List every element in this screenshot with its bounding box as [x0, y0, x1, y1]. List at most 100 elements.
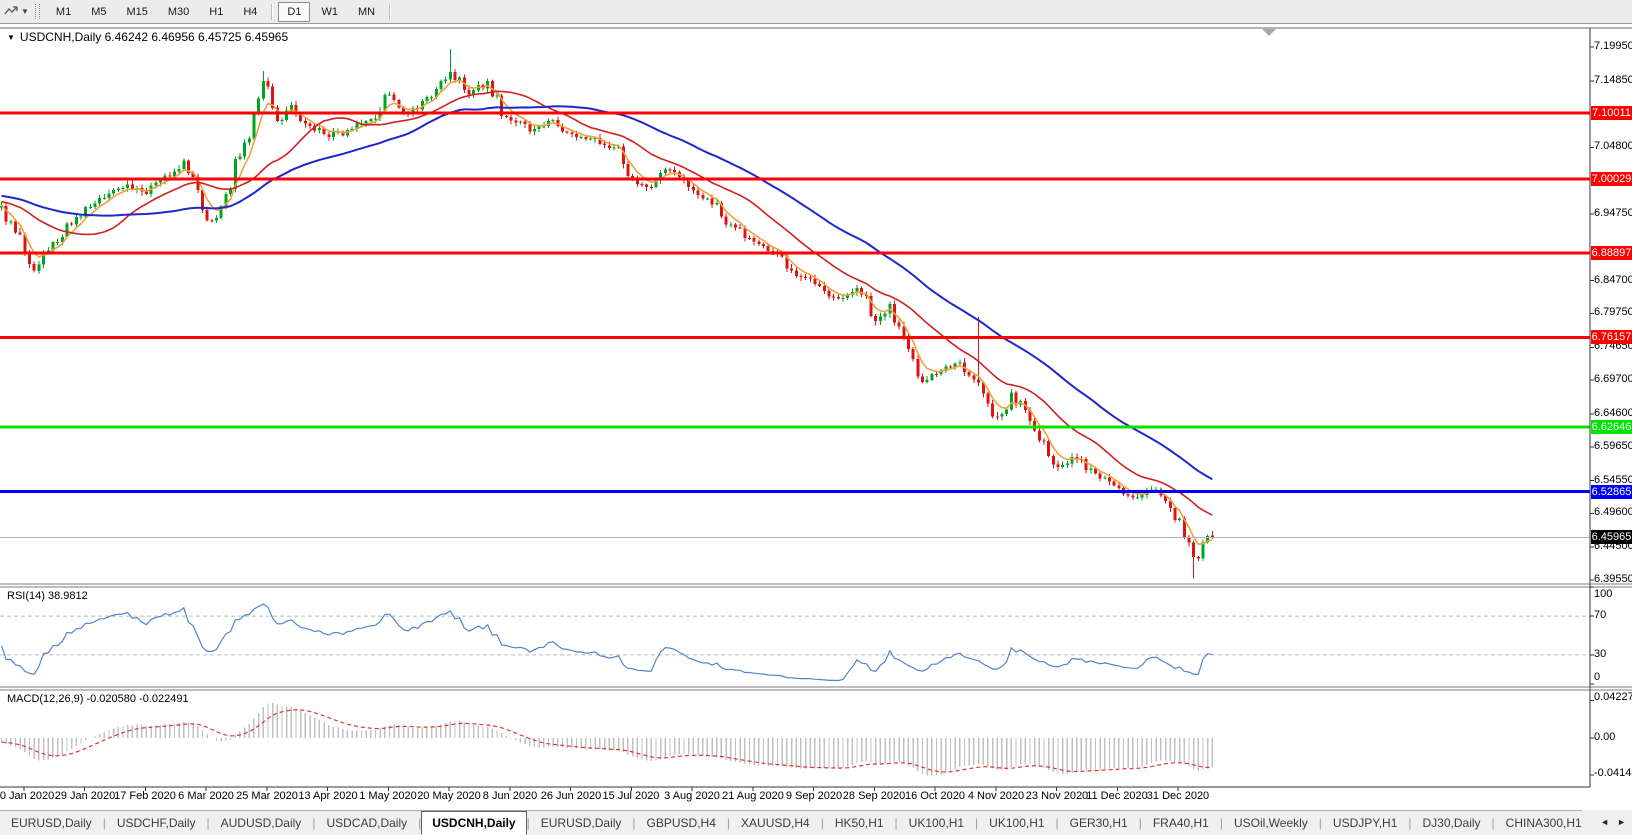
tab-separator: | [418, 816, 422, 830]
macd-scale-label: -0.04148 [1594, 767, 1632, 779]
timeframe-button-m1[interactable]: M1 [55, 5, 72, 18]
macd-scale-label: 0.042275 [1594, 691, 1632, 703]
price-axis-tick-label: 7.19950 [1594, 40, 1632, 52]
tab-separator: | [526, 816, 530, 830]
chart-tab-hk50-h1[interactable]: HK50,H1 [834, 816, 884, 830]
hline-price-label[interactable]: 7.10011 [1591, 106, 1632, 120]
price-axis-tick-label: 6.49600 [1594, 506, 1632, 518]
date-axis-label: 28 Sep 2020 [842, 790, 906, 802]
date-axis-label: 9 Sep 2020 [785, 790, 843, 802]
date-axis-label: 25 Mar 2020 [236, 790, 298, 802]
chevron-down-icon[interactable]: ▼ [21, 7, 29, 16]
rsi-scale-label: 100 [1594, 588, 1613, 600]
chart-tab-china300-h1[interactable]: CHINA300,H1 [1505, 816, 1582, 830]
date-axis-label: 10 Jan 2020 [0, 790, 55, 802]
symbol-triangle-icon[interactable]: ▼ [7, 33, 15, 42]
date-axis-label: 23 Nov 2020 [1025, 790, 1089, 802]
tab-scroll-right-icon[interactable]: ► [1617, 817, 1626, 827]
price-axis-tick-label: 6.69700 [1594, 373, 1632, 385]
tab-separator: | [206, 816, 210, 830]
date-axis-label: 6 Mar 2020 [178, 790, 234, 802]
price-axis-tick-label: 6.64600 [1594, 407, 1632, 419]
chart-tab-uk100-h1[interactable]: UK100,H1 [908, 816, 965, 830]
timeframe-button-m30[interactable]: M30 [167, 5, 190, 18]
chart-tab-usdjpy-h1[interactable]: USDJPY,H1 [1332, 816, 1398, 830]
chart-cursor-icon[interactable] [4, 5, 19, 18]
chart-tab-eurusd-daily[interactable]: EURUSD,Daily [11, 816, 92, 830]
price-axis-tick-label: 7.04800 [1594, 140, 1632, 152]
hline-price-label[interactable]: 7.00029 [1591, 172, 1632, 186]
chart-tab-gbpusd-h4[interactable]: GBPUSD,H4 [646, 816, 716, 830]
tab-separator: | [632, 816, 636, 830]
chart-tab-audusd-daily[interactable]: AUDUSD,Daily [220, 816, 302, 830]
hline-price-label[interactable]: 6.76157 [1591, 330, 1632, 344]
hline-price-label[interactable]: 6.88897 [1591, 246, 1632, 260]
chart-shift-marker-icon[interactable] [1262, 29, 1276, 36]
rsi-scale-label: 30 [1594, 648, 1607, 660]
timeframe-button-h1[interactable]: H1 [209, 5, 224, 18]
tab-scroll-left-icon[interactable]: ◄ [1600, 817, 1610, 827]
price-axis-tick-label: 6.39550 [1594, 573, 1632, 585]
tab-separator: | [102, 816, 106, 830]
price-axis-tick-label: 6.59650 [1594, 440, 1632, 452]
tab-separator: | [1219, 816, 1223, 830]
price-axis-tick-label: 6.79750 [1594, 306, 1632, 318]
chart-tab-bar: EURUSD,Daily | USDCHF,Daily | AUDUSD,Daily | U… [0, 810, 1632, 835]
timeframe-button-m15[interactable]: M15 [126, 5, 148, 18]
tab-separator: | [1491, 816, 1495, 830]
tab-separator: | [312, 816, 316, 830]
date-axis-label: 13 Apr 2020 [298, 790, 358, 802]
current-price-label: 6.45965 [1591, 530, 1632, 544]
chart-tab-uk100-h1[interactable]: UK100,H1 [989, 816, 1045, 830]
tab-separator: | [1318, 816, 1322, 830]
date-axis-label: 21 Aug 2020 [722, 790, 784, 802]
chart-tab-ger30-h1[interactable]: GER30,H1 [1069, 816, 1128, 830]
tab-separator: | [1408, 816, 1412, 830]
date-axis-label: 29 Jan 2020 [54, 790, 116, 802]
chart-tab-usdcnh-daily[interactable]: USDCNH,Daily [421, 811, 527, 835]
date-axis-label: 4 Nov 2020 [967, 790, 1025, 802]
toolbar: ▼ M1 M5 M15 M30 H1 H4 D1 W1 MN [0, 0, 1632, 24]
chart-tab-usoil-weekly[interactable]: USOil,Weekly [1233, 816, 1308, 830]
tab-separator: | [975, 816, 979, 830]
price-axis-tick-label: 7.14850 [1594, 74, 1632, 86]
chart-tab-usdcad-daily[interactable]: USDCAD,Daily [326, 816, 408, 830]
macd-scale-label: 0.00 [1594, 731, 1616, 743]
symbol-label: USDCNH,Daily [19, 30, 102, 44]
rsi-scale-label: 70 [1594, 609, 1607, 621]
price-axis-tick-label: 6.84700 [1594, 274, 1632, 286]
toolbar-separator [389, 3, 392, 20]
chart-tab-usdchf-daily[interactable]: USDCHF,Daily [116, 816, 196, 830]
date-axis-label: 17 Feb 2020 [114, 790, 176, 802]
hline-price-label[interactable]: 6.62646 [1591, 420, 1632, 434]
tab-scroll-arrows: ◄ ► [1582, 810, 1632, 834]
date-axis-label: 16 Oct 2020 [905, 790, 965, 802]
timeframe-button-w1[interactable]: W1 [321, 5, 338, 18]
chart-tab-eurusd-daily[interactable]: EURUSD,Daily [540, 816, 622, 830]
rsi-scale-label: 0 [1594, 671, 1601, 683]
timeframe-button-m5[interactable]: M5 [91, 5, 107, 18]
tab-separator: | [1138, 816, 1142, 830]
timeframe-button-d1[interactable]: D1 [278, 1, 311, 22]
tab-separator: | [820, 816, 824, 830]
rsi-indicator-label: RSI(14) 38.9812 [7, 590, 88, 602]
toolbar-separator [271, 3, 274, 20]
chart-tab-fra40-h1[interactable]: FRA40,H1 [1152, 816, 1209, 830]
toolbar-grip[interactable] [34, 4, 40, 19]
date-axis-label: 11 Dec 2020 [1086, 790, 1148, 802]
date-axis-label: 20 May 2020 [417, 790, 481, 802]
macd-indicator-label: MACD(12,26,9) -0.020580 -0.022491 [7, 693, 189, 705]
timeframe-button-h4[interactable]: H4 [243, 5, 258, 18]
timeframe-button-group: M1 M5 M15 M30 H1 H4 D1 W1 MN [46, 1, 395, 22]
chart-tab-xauusd-h4[interactable]: XAUUSD,H4 [741, 816, 810, 830]
chart-title: ▼ USDCNH,Daily 6.46242 6.46956 6.45725 6.… [7, 30, 293, 44]
ohlc-values: 6.46242 6.46956 6.45725 6.45965 [104, 30, 289, 44]
hline-price-label[interactable]: 6.52865 [1591, 485, 1632, 499]
timeframe-button-mn[interactable]: MN [357, 5, 376, 18]
tab-separator: | [1055, 816, 1059, 830]
chart-tab-dj30-daily[interactable]: DJ30,Daily [1422, 816, 1481, 830]
date-axis-label: 1 May 2020 [359, 790, 417, 802]
date-axis-label: 8 Jun 2020 [482, 790, 538, 802]
date-axis-label: 15 Jul 2020 [602, 790, 660, 802]
